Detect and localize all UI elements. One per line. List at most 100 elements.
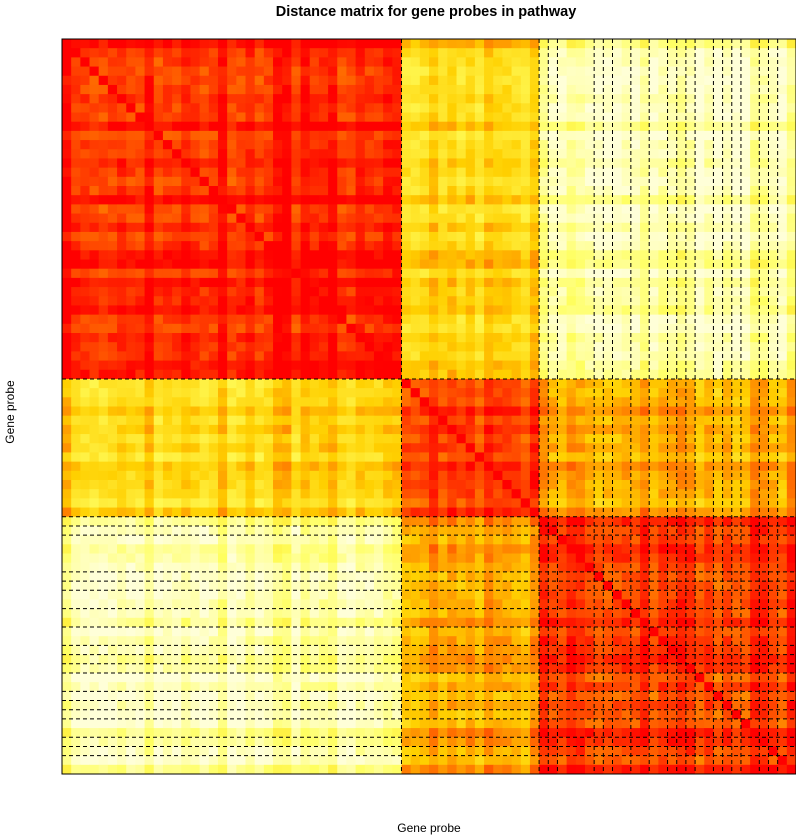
heatmap-cell — [777, 342, 788, 352]
heatmap-cell — [273, 489, 283, 499]
heatmap-cell — [383, 516, 393, 527]
heatmap-cell — [309, 296, 320, 306]
heatmap-cell — [594, 590, 604, 600]
heatmap-cell — [291, 443, 301, 453]
heatmap-cell — [172, 516, 182, 527]
heatmap-cell — [162, 66, 173, 77]
heatmap-cell — [704, 149, 714, 159]
heatmap-cell — [456, 231, 467, 242]
heatmap-cell — [71, 333, 81, 343]
heatmap-cell — [236, 323, 246, 334]
heatmap-cell — [153, 121, 164, 132]
heatmap-cell — [658, 75, 668, 86]
heatmap-cell — [254, 323, 265, 334]
heatmap-cell — [227, 130, 237, 141]
heatmap-cell — [584, 378, 595, 389]
heatmap-cell — [373, 112, 384, 123]
heatmap-cell — [603, 581, 613, 591]
heatmap-cell — [117, 461, 127, 472]
heatmap-cell — [245, 434, 256, 444]
heatmap-cell — [245, 351, 256, 361]
heatmap-cell — [107, 231, 118, 242]
heatmap-cell — [511, 167, 522, 178]
heatmap-cell — [162, 84, 173, 95]
heatmap-cell — [529, 378, 540, 389]
heatmap-cell — [162, 140, 173, 150]
heatmap-cell — [282, 213, 292, 224]
heatmap-cell — [731, 516, 742, 527]
heatmap-cell — [227, 323, 237, 334]
heatmap-cell — [71, 480, 81, 490]
heatmap-cell — [153, 434, 164, 444]
heatmap-cell — [584, 140, 595, 150]
heatmap-cell — [566, 461, 577, 472]
heatmap-cell — [575, 544, 586, 554]
heatmap-cell — [71, 406, 81, 417]
heatmap-cell — [309, 489, 320, 499]
heatmap-cell — [355, 39, 366, 49]
heatmap-cell — [227, 204, 237, 214]
heatmap-cell — [502, 314, 512, 325]
heatmap-cell — [190, 480, 201, 490]
heatmap-cell — [181, 305, 191, 316]
heatmap-cell — [318, 167, 329, 178]
heatmap-cell — [392, 231, 402, 242]
heatmap-cell — [502, 415, 512, 426]
heatmap-cell — [227, 241, 237, 251]
heatmap-cell — [410, 388, 421, 398]
heatmap-cell — [419, 342, 430, 352]
heatmap-cell — [172, 369, 182, 380]
heatmap-cell — [484, 314, 494, 325]
heatmap-cell — [750, 314, 760, 325]
heatmap-cell — [594, 581, 604, 591]
heatmap-cell — [117, 48, 127, 58]
heatmap-cell — [410, 75, 421, 86]
heatmap-cell — [474, 507, 485, 518]
heatmap-cell — [144, 268, 155, 279]
heatmap-cell — [704, 121, 714, 132]
heatmap-cell — [89, 342, 100, 352]
heatmap-cell — [227, 176, 237, 187]
heatmap-cell — [520, 480, 531, 490]
heatmap-cell — [62, 84, 72, 95]
heatmap-cell — [429, 103, 439, 113]
heatmap-cell — [328, 222, 338, 233]
heatmap-cell — [107, 581, 118, 591]
heatmap-cell — [493, 351, 503, 361]
heatmap-cell — [529, 103, 540, 113]
heatmap-cell — [676, 535, 687, 545]
heatmap-cell — [401, 544, 412, 554]
heatmap-cell — [190, 277, 201, 288]
heatmap-cell — [364, 470, 375, 481]
heatmap-cell — [227, 314, 237, 325]
heatmap-cell — [511, 369, 522, 380]
heatmap-cell — [740, 369, 751, 380]
heatmap-cell — [282, 195, 292, 205]
heatmap-cell — [337, 489, 347, 499]
heatmap-cell — [117, 39, 127, 49]
heatmap-cell — [529, 268, 540, 279]
heatmap-cell — [199, 222, 210, 233]
heatmap-cell — [401, 443, 412, 453]
heatmap-cell — [447, 397, 457, 407]
heatmap-cell — [704, 231, 714, 242]
heatmap-cell — [539, 535, 549, 545]
heatmap-cell — [759, 213, 769, 224]
heatmap-cell — [640, 259, 650, 270]
heatmap-cell — [520, 259, 531, 270]
heatmap-cell — [740, 378, 751, 389]
heatmap-cell — [199, 360, 210, 371]
heatmap-cell — [740, 333, 751, 343]
heatmap-cell — [162, 378, 173, 389]
heatmap-cell — [227, 544, 237, 554]
heatmap-cell — [309, 415, 320, 426]
heatmap-cell — [117, 204, 127, 214]
heatmap-cell — [777, 277, 788, 288]
heatmap-cell — [685, 489, 696, 499]
heatmap-cell — [447, 314, 457, 325]
heatmap-cell — [80, 461, 90, 472]
heatmap-cell — [71, 75, 81, 86]
heatmap-cell — [750, 250, 760, 260]
heatmap-cell — [584, 415, 595, 426]
heatmap-cell — [181, 608, 191, 619]
